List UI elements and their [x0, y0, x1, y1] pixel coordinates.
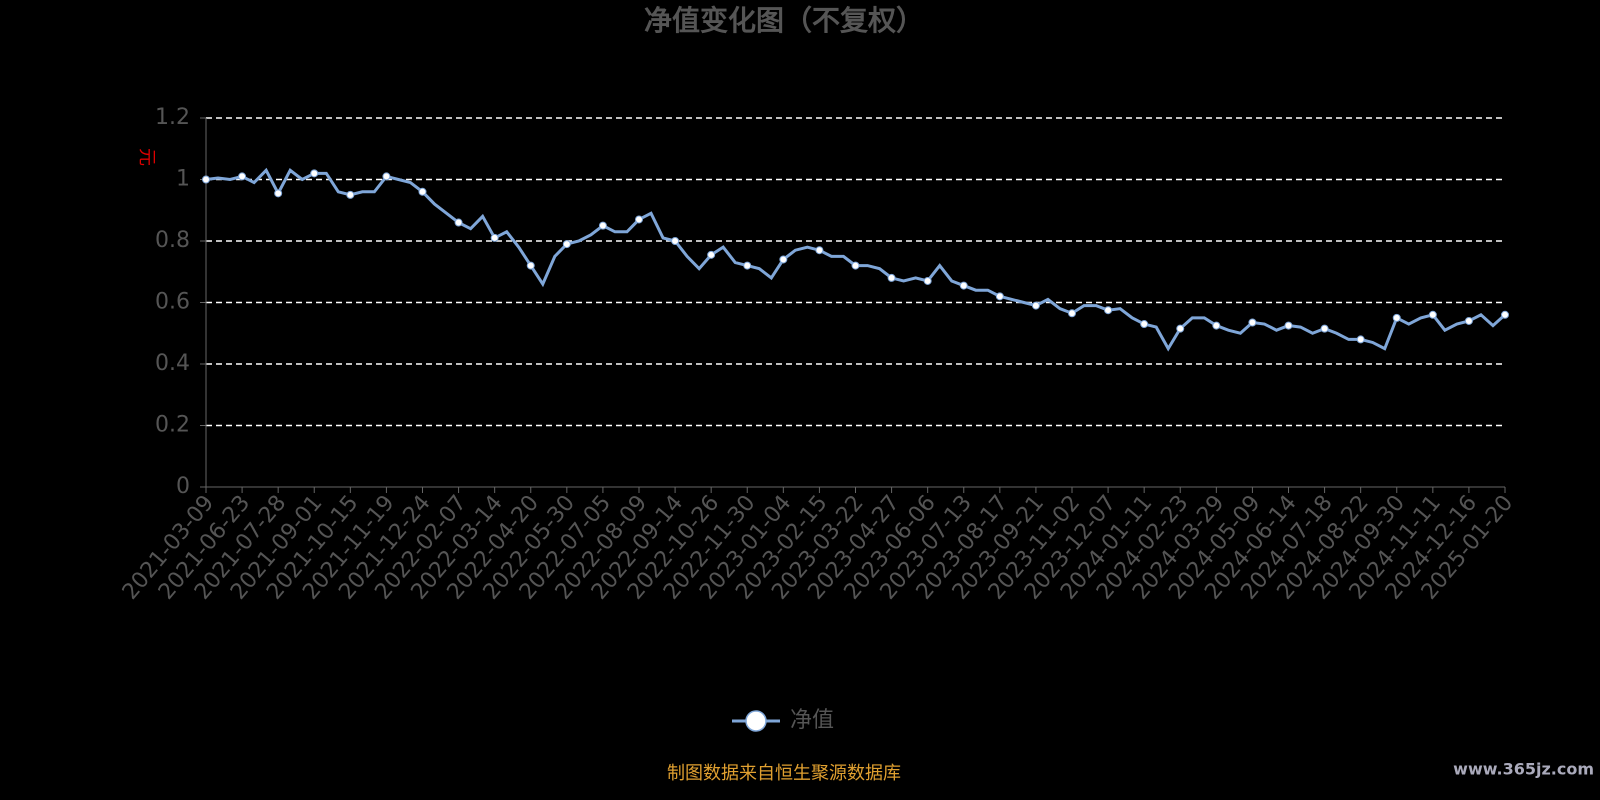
- point-marker: [1212, 321, 1221, 330]
- point-marker: [923, 276, 932, 285]
- point-marker: [346, 190, 355, 199]
- legend-marker: [745, 710, 767, 732]
- y-tick-label: 1.2: [155, 105, 190, 130]
- point-marker: [1248, 318, 1257, 327]
- point-marker: [1284, 321, 1293, 330]
- point-marker: [959, 281, 968, 290]
- point-marker: [202, 175, 210, 184]
- point-marker: [1428, 310, 1437, 319]
- point-marker: [1392, 313, 1401, 322]
- point-marker: [490, 233, 499, 242]
- y-axis-label: 元: [136, 148, 157, 166]
- point-marker: [851, 261, 860, 270]
- point-marker: [598, 221, 607, 230]
- point-marker: [1104, 306, 1113, 315]
- point-marker: [635, 215, 643, 224]
- point-marker: [238, 172, 247, 181]
- legend-label: 净值: [790, 708, 834, 733]
- point-marker: [418, 187, 427, 196]
- point-marker: [887, 273, 896, 282]
- point-marker: [562, 240, 571, 249]
- watermark: www.365jz.com: [1453, 760, 1594, 779]
- point-marker: [779, 255, 788, 264]
- point-marker: [995, 292, 1004, 301]
- point-marker: [1464, 316, 1473, 325]
- point-marker: [671, 237, 680, 245]
- y-tick-label: 0.2: [155, 413, 190, 438]
- point-marker: [815, 246, 824, 255]
- y-tick-label: 0.8: [155, 228, 190, 253]
- point-marker: [274, 189, 283, 198]
- chart-title: 净值变化图（不复权）: [644, 4, 924, 37]
- point-marker: [1320, 324, 1329, 333]
- point-marker: [707, 250, 716, 259]
- y-tick-label: 1: [176, 167, 190, 192]
- point-marker: [743, 261, 752, 270]
- y-tick-label: 0: [176, 474, 190, 499]
- point-marker: [1140, 320, 1149, 329]
- point-marker: [310, 169, 319, 178]
- point-marker: [1031, 301, 1040, 310]
- point-marker: [526, 261, 535, 270]
- point-marker: [1356, 335, 1365, 344]
- point-marker: [382, 172, 391, 181]
- point-marker: [1501, 310, 1509, 319]
- y-tick-label: 0.6: [155, 290, 190, 315]
- y-tick-label: 0.4: [155, 351, 190, 376]
- point-marker: [1176, 324, 1185, 333]
- point-marker: [454, 218, 463, 227]
- source-note: 制图数据来自恒生聚源数据库: [667, 763, 901, 784]
- point-marker: [1068, 309, 1076, 318]
